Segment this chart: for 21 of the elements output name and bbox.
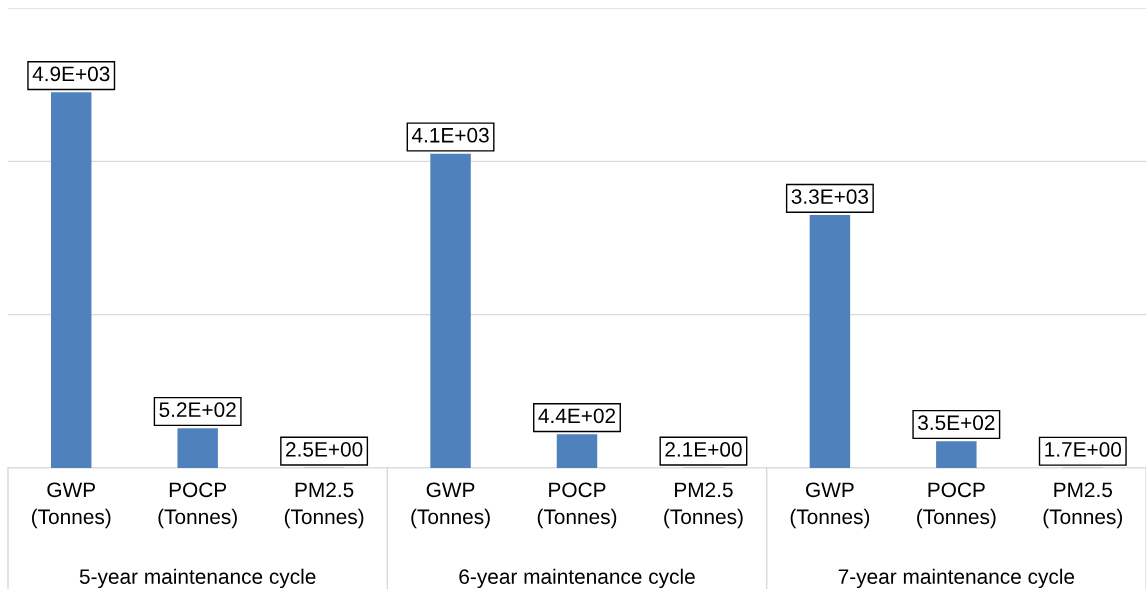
x-tick-label: PM2.5 (Tonnes) — [284, 482, 364, 529]
x-tick-label: GWP (Tonnes) — [411, 482, 490, 529]
data-label: 2.1E+00 — [665, 442, 742, 457]
data-label: 3.3E+03 — [791, 189, 869, 204]
data-label: 2.5E+00 — [286, 441, 363, 457]
text: 6-year maintenance cycle — [459, 568, 695, 589]
text: 7-year maintenance cycle — [838, 568, 1075, 589]
x-tick-label: POCP (Tonnes) — [917, 482, 996, 529]
data-label: 4.1E+03 — [411, 127, 489, 143]
x-tick-label: GWP (Tonnes) — [790, 482, 870, 529]
x-tick-label: PM2.5 (Tonnes) — [1043, 482, 1123, 529]
text: 5-year maintenance cycle — [79, 568, 316, 589]
x-tick-label: POCP (Tonnes) — [537, 482, 617, 529]
x-tick-label: GWP (Tonnes) — [32, 482, 111, 529]
data-label: 5.2E+02 — [159, 402, 236, 418]
data-label: 1.7E+00 — [1045, 442, 1122, 457]
data-label: 3.5E+02 — [918, 415, 995, 431]
data-label: 4.9E+03 — [32, 66, 110, 82]
x-tick-label: POCP (Tonnes) — [158, 482, 237, 529]
x-tick-label: PM2.5 (Tonnes) — [664, 482, 743, 529]
data-label: 4.4E+02 — [538, 408, 616, 424]
